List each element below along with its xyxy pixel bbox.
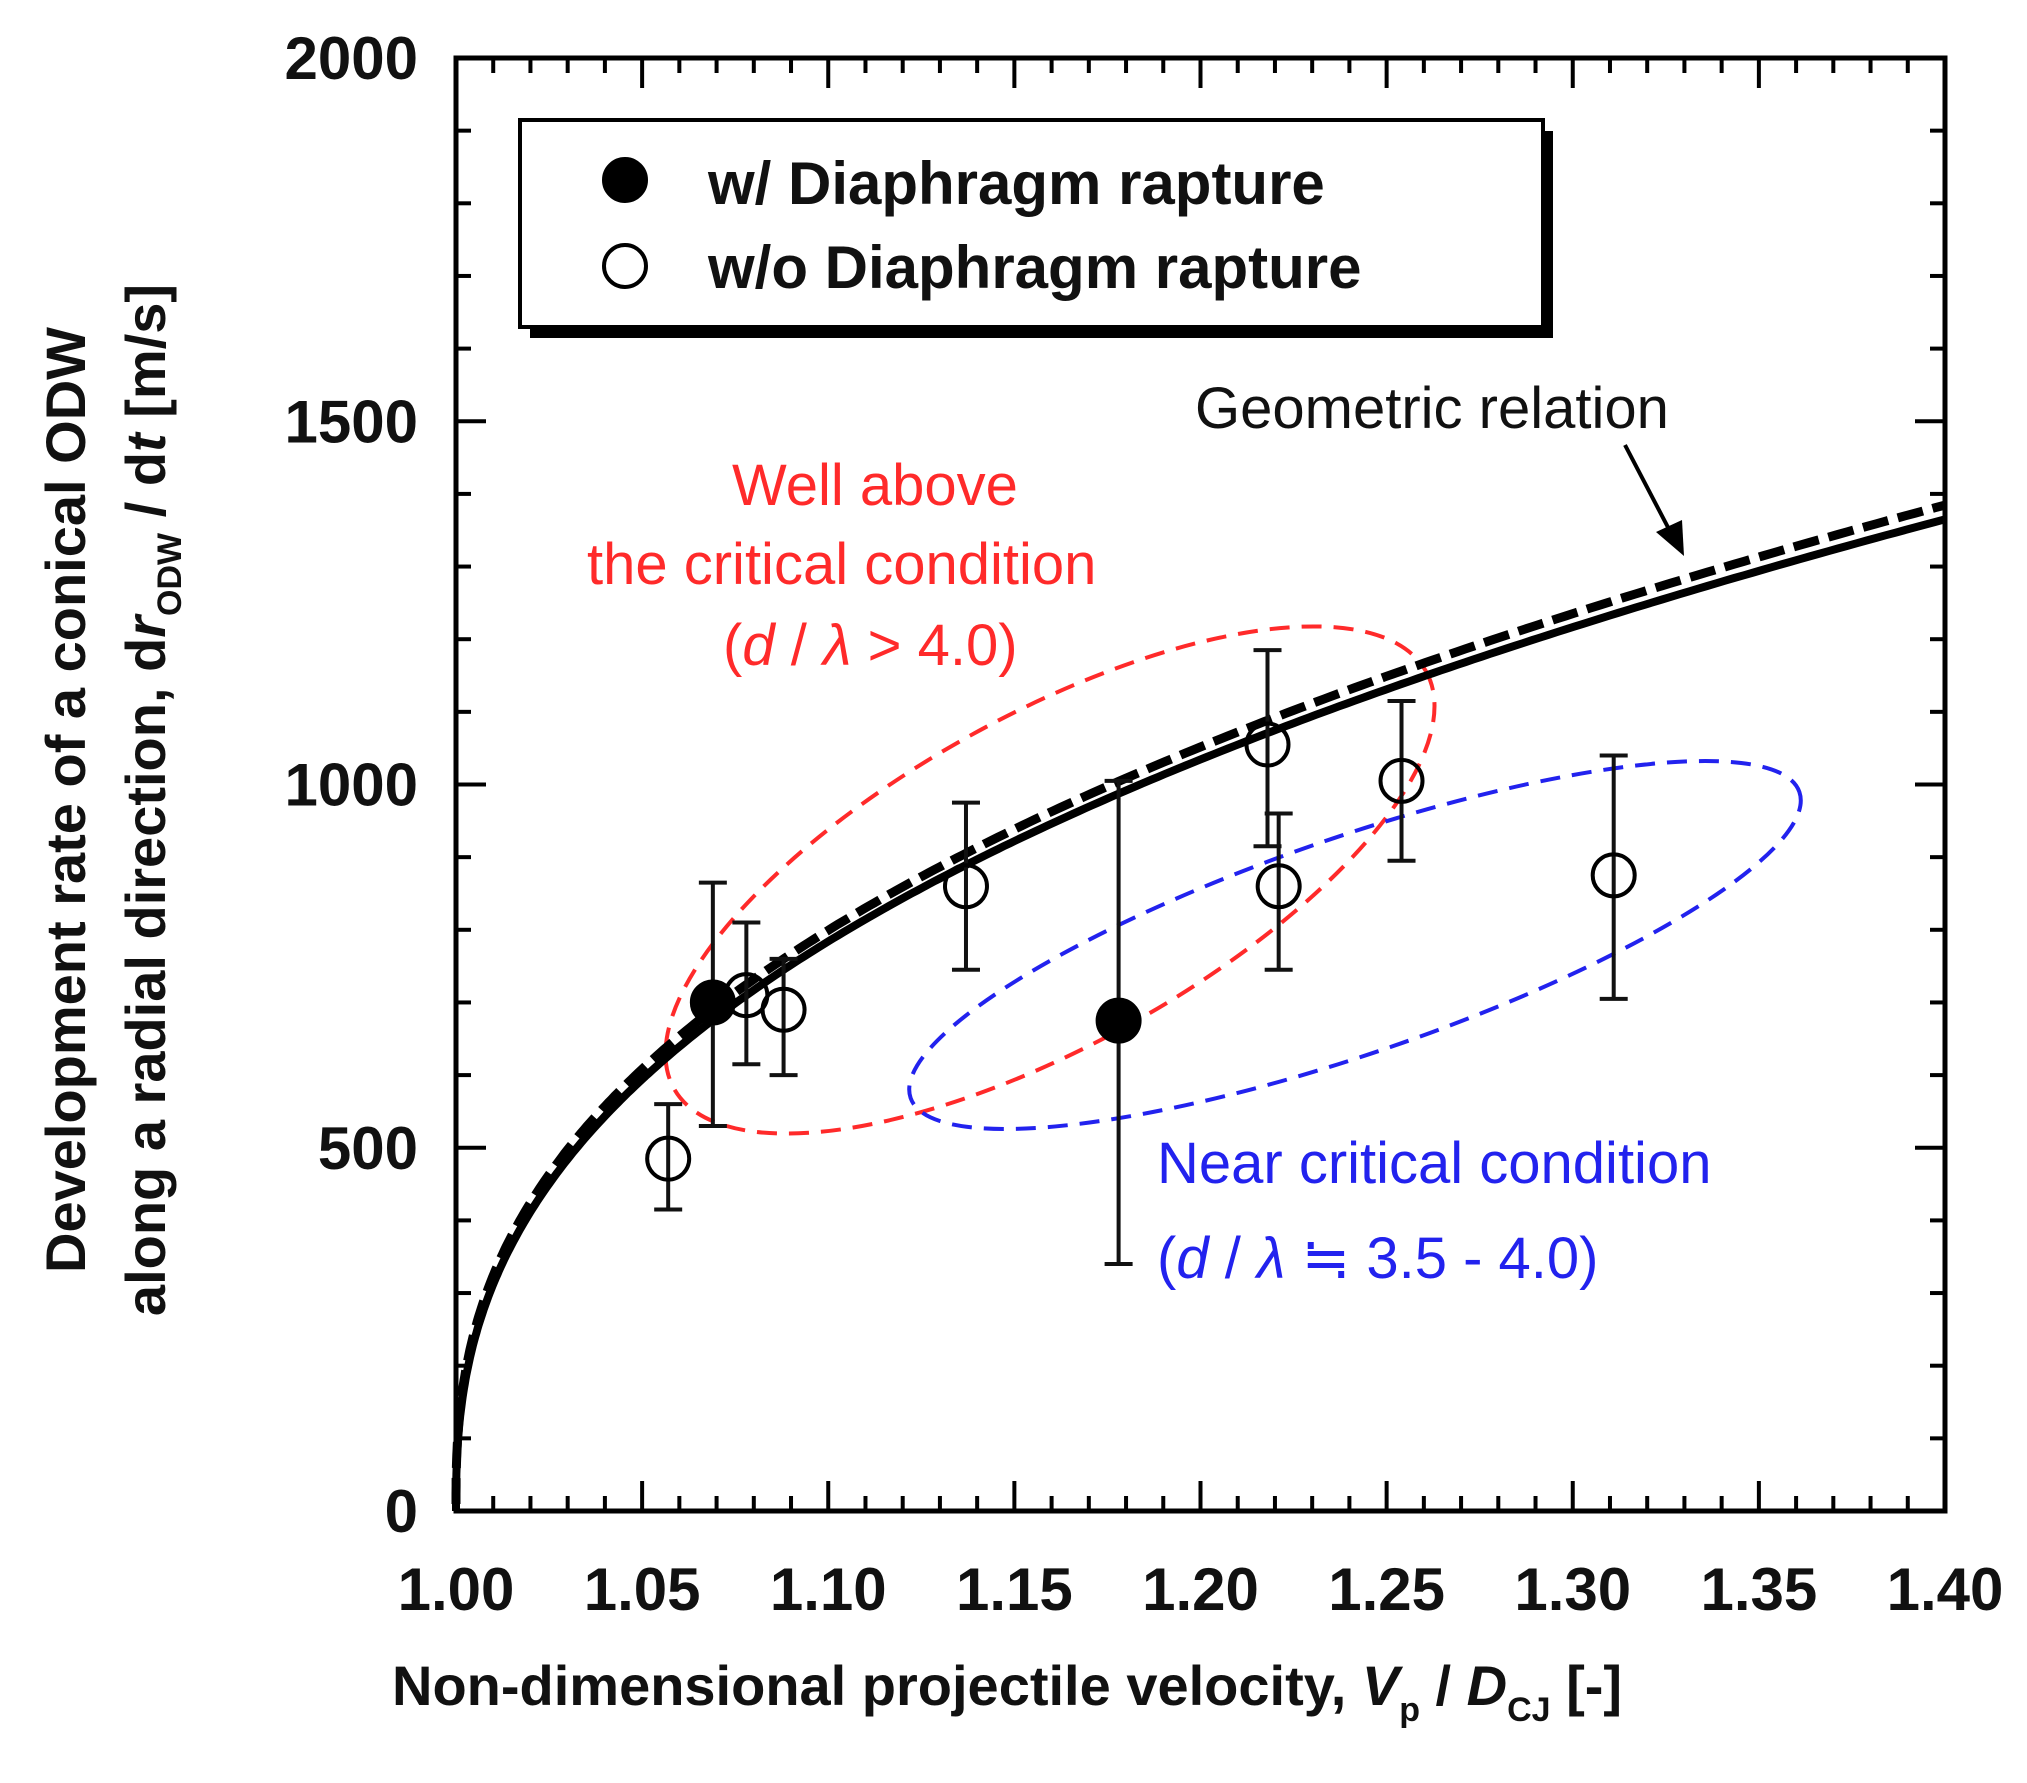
geometric-arrow	[1623, 444, 1684, 556]
y-axis-title-line2: along a radial direction, drODW / dt [m/…	[114, 284, 189, 1316]
x-axis-title: Non-dimensional projectile velocity, Vp …	[392, 1654, 1622, 1729]
geometric-relation-curve	[451, 500, 1947, 1504]
curves	[451, 500, 1947, 1511]
y-tick-label: 500	[318, 1115, 418, 1182]
x-tick-label: 1.05	[584, 1556, 701, 1623]
data-point-open	[1244, 721, 1291, 768]
data-point-open	[1590, 852, 1637, 899]
data-point-open	[760, 986, 807, 1033]
data-point-open	[645, 1135, 692, 1182]
x-tick-label: 1.30	[1514, 1556, 1631, 1623]
annotation-near-critical-line2: (d / λ ≒ 3.5 - 4.0)	[1157, 1226, 1598, 1291]
data-point-open	[942, 863, 989, 910]
y-tick-label: 2000	[285, 25, 418, 92]
plot-frame	[453, 55, 1948, 1514]
y-axis-title-line1: Development rate of a conical ODW	[34, 327, 97, 1273]
y-axis-title: Development rate of a conical ODW along …	[34, 284, 189, 1316]
annotation-well-above-line2: the critical condition	[587, 532, 1096, 597]
x-tick-label: 1.15	[956, 1556, 1073, 1623]
data-point-filled	[689, 979, 736, 1026]
legend-filled-marker	[602, 157, 648, 203]
tick-labels: 1.00 1.05 1.10 1.15 1.20 1.25 1.30 1.35 1.40 0 500…	[285, 25, 2004, 1623]
x-tick-label: 1.20	[1142, 1556, 1259, 1623]
x-tick-label: 1.10	[770, 1556, 887, 1623]
data-point-open	[1378, 757, 1425, 804]
x-tick-label: 1.40	[1887, 1556, 2004, 1623]
legend: w/ Diaphragm rapture w/o Diaphragm raptu…	[518, 118, 1553, 338]
annotation-well-above-line3: (d / λ > 4.0)	[723, 613, 1018, 678]
y-tick-label: 1000	[285, 752, 418, 819]
near-critical-region	[907, 759, 1803, 1131]
data-points	[645, 721, 1637, 1182]
fit-curve	[452, 515, 1947, 1511]
x-tick-label: 1.25	[1328, 1556, 1445, 1623]
annotation-well-above-line1: Well above	[732, 453, 1018, 518]
data-point-filled	[1095, 997, 1142, 1044]
legend-open-marker	[602, 243, 648, 289]
legend-box	[518, 118, 1545, 329]
y-tick-label: 1500	[285, 388, 418, 455]
x-tick-label: 1.00	[398, 1556, 515, 1623]
legend-label-filled: w/ Diaphragm rapture	[707, 150, 1325, 217]
annotation-geometric-relation: Geometric relation	[1195, 376, 1669, 441]
annotation-near-critical-line1: Near critical condition	[1157, 1131, 1711, 1196]
data-point-open	[1255, 863, 1302, 910]
y-tick-label: 0	[385, 1478, 418, 1545]
x-tick-label: 1.35	[1700, 1556, 1817, 1623]
legend-label-open: w/o Diaphragm rapture	[707, 234, 1361, 301]
